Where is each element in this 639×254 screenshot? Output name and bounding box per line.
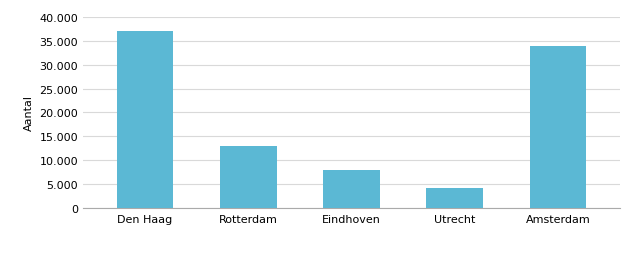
Bar <box>220 146 277 208</box>
Y-axis label: Aantal: Aantal <box>24 95 34 131</box>
Bar <box>426 188 483 208</box>
Bar <box>323 170 380 208</box>
Bar <box>117 32 173 208</box>
Bar <box>530 46 587 208</box>
